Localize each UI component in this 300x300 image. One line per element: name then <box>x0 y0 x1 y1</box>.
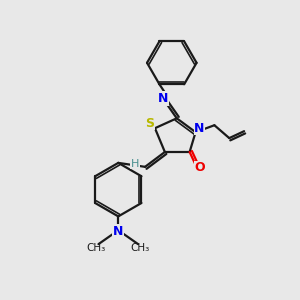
Text: H: H <box>131 159 139 169</box>
Text: S: S <box>146 117 154 130</box>
Text: CH₃: CH₃ <box>130 243 150 253</box>
Text: N: N <box>194 122 205 135</box>
Text: O: O <box>194 161 205 174</box>
Text: N: N <box>158 92 168 105</box>
Text: N: N <box>113 225 124 238</box>
Text: CH₃: CH₃ <box>87 243 106 253</box>
